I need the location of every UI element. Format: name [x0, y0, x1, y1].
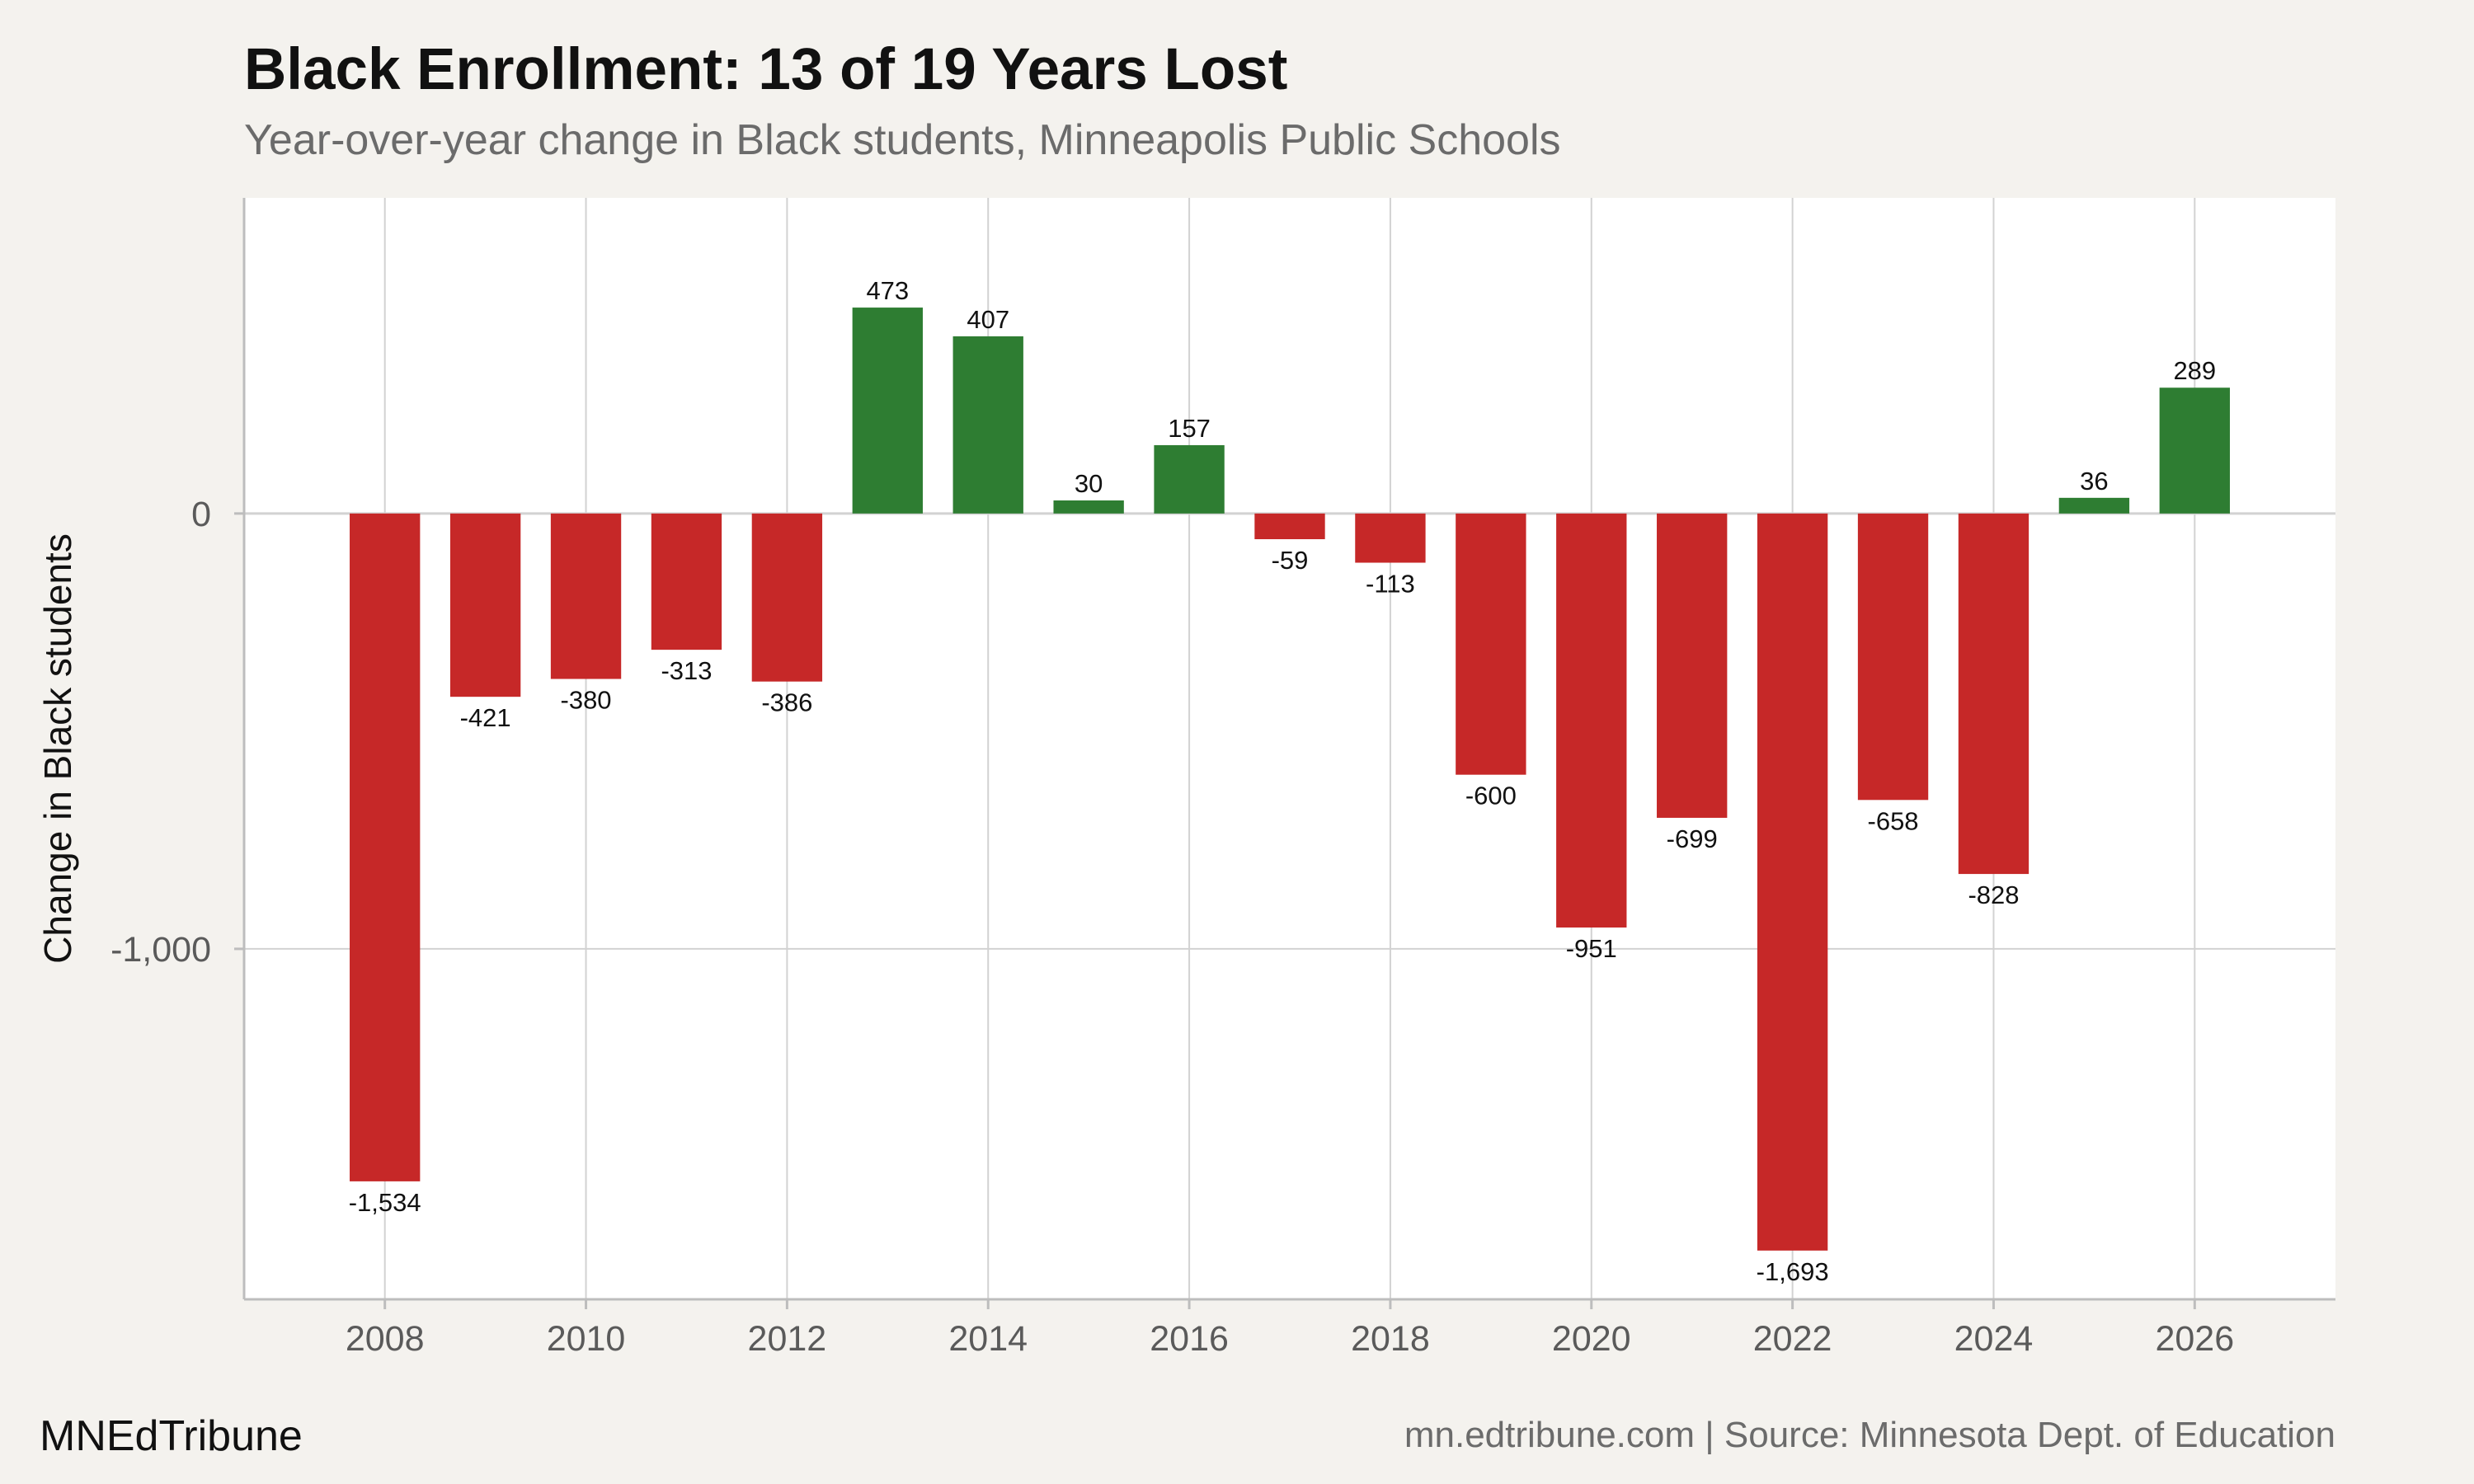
- bar-2020: [1556, 513, 1627, 928]
- value-label-2014: 407: [967, 305, 1009, 334]
- bar-2024: [1958, 513, 2030, 875]
- bar-2026: [2159, 387, 2230, 514]
- value-label-2016: 157: [1168, 414, 1211, 443]
- bar-2011: [651, 513, 722, 650]
- value-label-2025: 36: [2080, 467, 2108, 495]
- bar-2021: [1657, 513, 1728, 818]
- bar-2022: [1757, 513, 1828, 1251]
- value-label-layer: -1,534 -421 -380 -313 -386 473 407 30 157 -59 -113…: [349, 276, 2216, 1286]
- value-label-2013: 473: [866, 276, 909, 305]
- bar-2017: [1254, 513, 1325, 540]
- bar-2008: [350, 513, 421, 1181]
- y-tick-label: 0: [191, 495, 211, 534]
- y-axis-label: Change in Black students: [36, 533, 79, 964]
- chart-title: Black Enrollment: 13 of 19 Years Lost: [244, 37, 1288, 102]
- x-tick-label-2024: 2024: [1954, 1319, 2034, 1359]
- value-label-2010: -380: [561, 686, 612, 715]
- bar-2013: [852, 308, 923, 514]
- value-label-2021: -699: [1667, 824, 1718, 853]
- chart-subtitle: Year-over-year change in Black students,…: [244, 116, 1561, 164]
- x-tick-label-2008: 2008: [346, 1319, 425, 1359]
- bar-2010: [550, 513, 622, 679]
- source-credit: mn.edtribune.com | Source: Minnesota Dep…: [1404, 1415, 2335, 1455]
- x-tick-label-2012: 2012: [748, 1319, 827, 1359]
- value-label-2012: -386: [761, 688, 812, 717]
- x-tick-label-2022: 2022: [1753, 1319, 1832, 1359]
- value-label-2018: -113: [1366, 570, 1415, 599]
- x-tick-label-2020: 2020: [1552, 1319, 1631, 1359]
- value-label-2008: -1,534: [349, 1188, 421, 1217]
- bar-2025: [2058, 497, 2130, 514]
- brand-name: MNEdTribune: [40, 1412, 303, 1460]
- x-tick-label-2014: 2014: [948, 1319, 1028, 1359]
- bar-2015: [1053, 500, 1124, 514]
- value-label-2022: -1,693: [1757, 1257, 1829, 1286]
- x-tick-label-2016: 2016: [1150, 1319, 1229, 1359]
- value-label-2019: -600: [1465, 782, 1517, 810]
- bar-2023: [1857, 513, 1929, 801]
- x-tick-label-2010: 2010: [547, 1319, 626, 1359]
- bar-2012: [751, 513, 823, 682]
- y-tick-label: -1,000: [111, 930, 211, 970]
- value-label-2024: -828: [1968, 881, 2019, 909]
- bar-layer: [350, 308, 2230, 1251]
- value-label-2023: -658: [1868, 806, 1919, 835]
- bar-2009: [449, 513, 521, 697]
- value-label-2015: 30: [1075, 469, 1103, 498]
- value-label-2009: -421: [460, 703, 511, 732]
- value-label-2017: -59: [1272, 546, 1309, 575]
- bar-2018: [1355, 513, 1426, 563]
- value-label-2011: -313: [661, 656, 712, 685]
- value-label-2020: -951: [1566, 934, 1617, 963]
- x-tick-label-2026: 2026: [2155, 1319, 2234, 1359]
- axis-layer: 2008 2010 2012 2014 2016 2018 2020 2022 2024 2026…: [111, 198, 2335, 1359]
- bar-2019: [1456, 513, 1526, 775]
- bar-2014: [952, 336, 1023, 514]
- bar-2016: [1154, 444, 1225, 514]
- value-label-2026: 289: [2173, 356, 2216, 385]
- x-tick-label-2018: 2018: [1351, 1319, 1430, 1359]
